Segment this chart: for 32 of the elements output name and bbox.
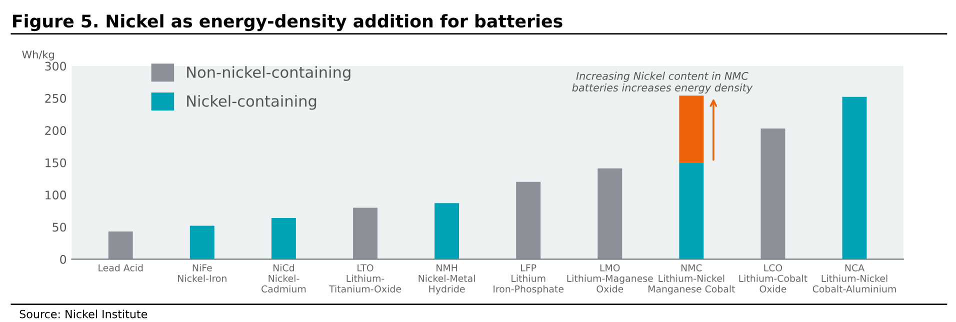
x-tick-label: LCO Lithium-Cobalt Oxide (739, 264, 808, 293)
y-tick-label: 0 (60, 254, 66, 264)
legend-label: Non-nickel-containing (187, 66, 350, 81)
bar (516, 182, 541, 260)
y-tick-label: 100 (46, 190, 66, 200)
bar (434, 203, 460, 260)
bar (598, 168, 622, 260)
bar (353, 208, 378, 260)
x-tick-label: NiFe Nickel-Iron (178, 264, 226, 282)
x-tick-label: NMH Nickel-Metal Hydride (418, 264, 475, 294)
x-tick-label: Lead Acid (98, 264, 143, 272)
y-tick-label: 300 (45, 62, 66, 71)
x-tick-label: LTO Lithium- Titanium-Oxide (328, 264, 401, 293)
y-tick-label: 200 (45, 126, 66, 136)
annotation: Increasing Nickel content in NMC batteries increases energy density (572, 72, 753, 94)
x-tick-label: NCA Lithium-Nickel Cobalt-Aluminium (812, 264, 896, 293)
bar (679, 162, 704, 260)
bar (108, 232, 133, 260)
y-tick-label: 50 (52, 222, 66, 232)
y-tick-label: 150 (46, 158, 66, 168)
bar (842, 96, 867, 260)
bar (760, 128, 786, 260)
chart-title: Figure 5. Nickel as energy-density addition for batteries (13, 14, 562, 32)
x-tick-label: NiCd Nickel- Cadmium (262, 264, 306, 293)
x-tick-label: LFP Lithium Iron-Phosphate (494, 264, 564, 294)
y-axis-title: Wh/kg (22, 50, 54, 60)
bar (190, 226, 214, 260)
y-tick-label: 250 (45, 94, 66, 103)
bar (679, 96, 704, 163)
bar (271, 218, 296, 260)
legend-label: Nickel-containing (187, 95, 316, 110)
source-note: Source: Nickel Institute (20, 310, 148, 318)
